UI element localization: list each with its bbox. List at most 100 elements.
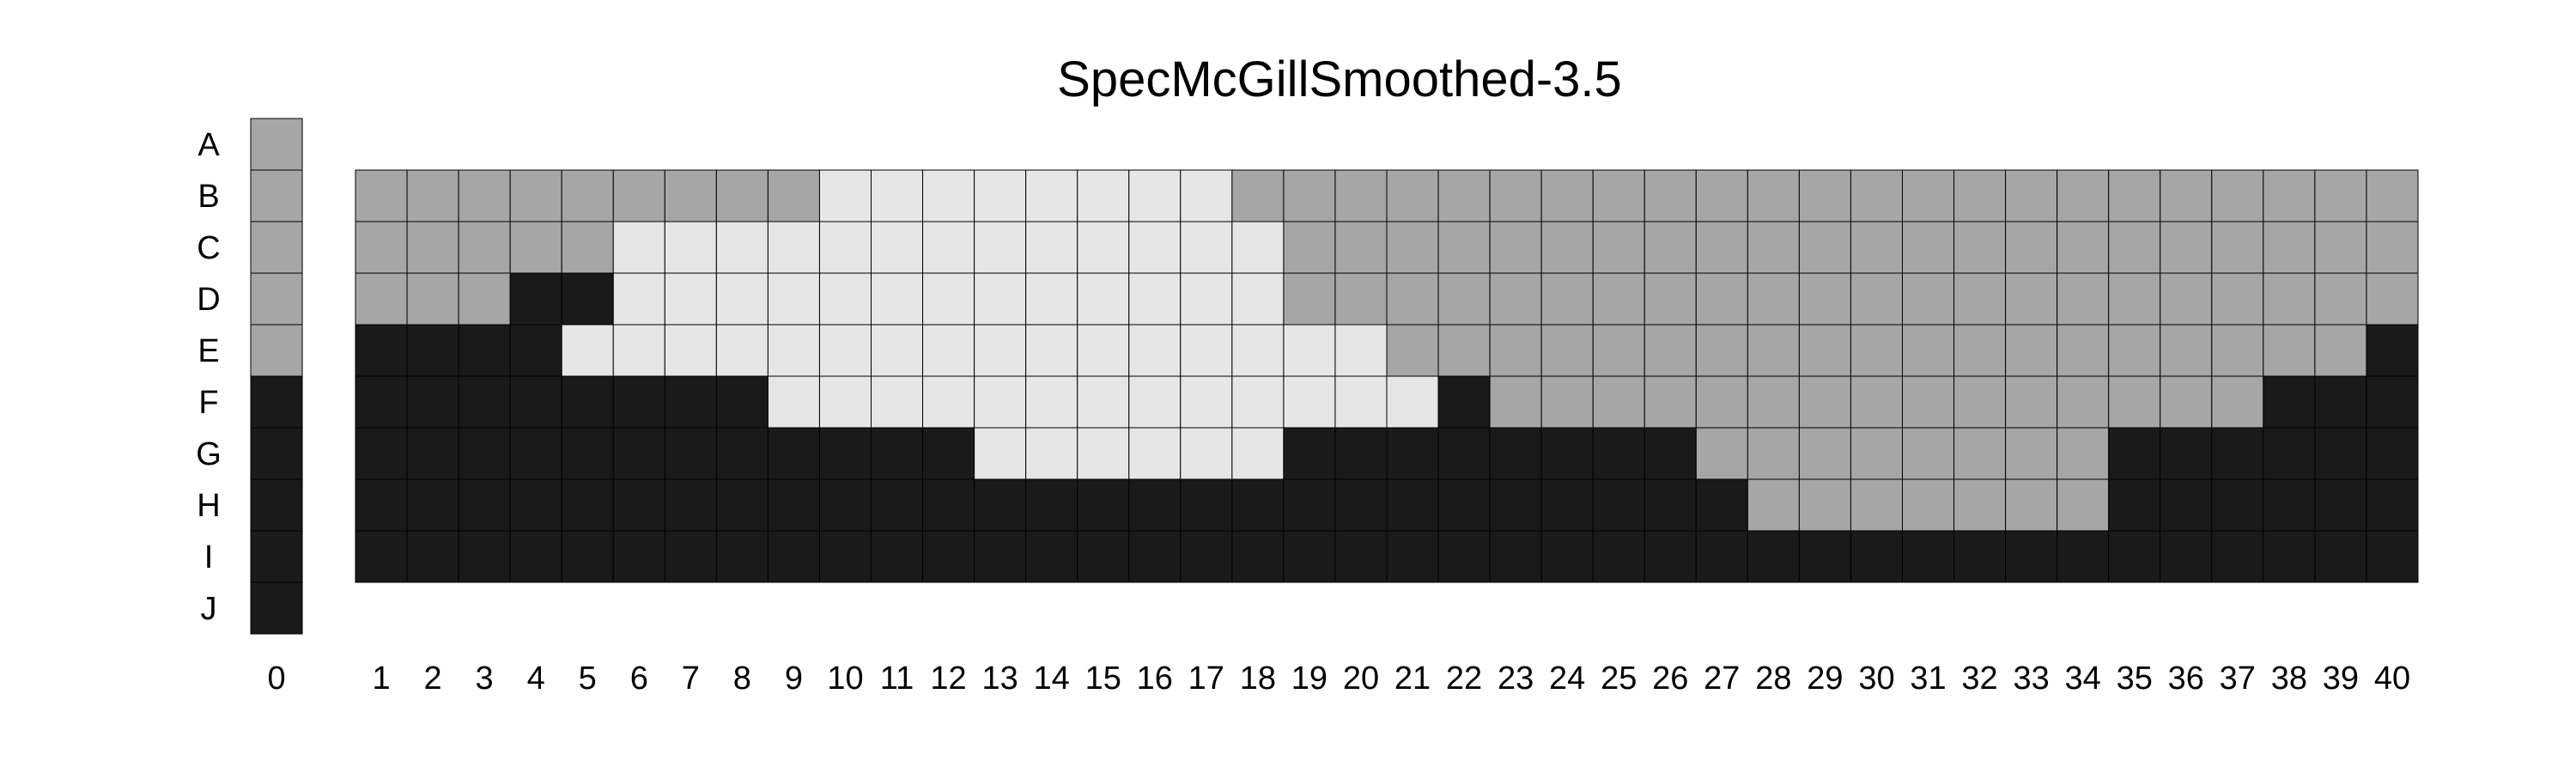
column-label-10: 10 (827, 660, 863, 697)
heatmap-cell-d-34 (2057, 272, 2110, 326)
heatmap-cell-b-30 (1850, 169, 1903, 222)
heatmap-cell-d-22 (1437, 272, 1491, 326)
heatmap-cell-f-37 (2211, 375, 2264, 429)
heatmap-cell-b-8 (715, 169, 769, 222)
heatmap-cell-g-39 (2314, 427, 2367, 480)
heatmap-cell-h-14 (1025, 478, 1078, 532)
heatmap-cell-e-23 (1489, 324, 1542, 377)
heatmap-cell-c-16 (1128, 221, 1182, 274)
heatmap-cell-b-24 (1540, 169, 1594, 222)
heatmap-cell-g-17 (1180, 427, 1233, 480)
column-label-27: 27 (1704, 660, 1740, 697)
heatmap-cell-f-20 (1334, 375, 1388, 429)
row-label-i: I (204, 539, 214, 575)
heatmap-cell-h-1 (355, 478, 408, 532)
heatmap-cell-f-15 (1077, 375, 1130, 429)
heatmap-cell-c-1 (355, 221, 408, 274)
heatmap-cell-g-36 (2160, 427, 2213, 480)
reference-cell-b (250, 169, 303, 222)
heatmap-cell-c-33 (2005, 221, 2058, 274)
heatmap-cell-g-25 (1592, 427, 1645, 480)
heatmap-cell-h-17 (1180, 478, 1233, 532)
heatmap-cell-d-25 (1592, 272, 1645, 326)
heatmap-cell-h-39 (2314, 478, 2367, 532)
heatmap-cell-g-14 (1025, 427, 1078, 480)
heatmap-cell-f-19 (1283, 375, 1336, 429)
column-label-3: 3 (476, 660, 494, 697)
heatmap-cell-e-24 (1540, 324, 1594, 377)
heatmap-cell-f-32 (1953, 375, 2007, 429)
column-label-4: 4 (527, 660, 545, 697)
heatmap-cell-c-30 (1850, 221, 1903, 274)
heatmap-cell-e-2 (406, 324, 459, 377)
heatmap-cell-d-20 (1334, 272, 1388, 326)
column-label-11: 11 (880, 660, 914, 697)
heatmap-cell-g-12 (922, 427, 975, 480)
heatmap-cell-e-35 (2108, 324, 2161, 377)
heatmap-cell-h-32 (1953, 478, 2007, 532)
heatmap-cell-g-18 (1231, 427, 1285, 480)
heatmap-cell-d-21 (1386, 272, 1439, 326)
heatmap-cell-c-4 (509, 221, 562, 274)
heatmap-cell-i-6 (612, 530, 665, 583)
heatmap-cell-c-2 (406, 221, 459, 274)
reference-cell-j (250, 581, 303, 635)
heatmap-cell-g-15 (1077, 427, 1130, 480)
heatmap-cell-b-32 (1953, 169, 2007, 222)
heatmap-cell-i-38 (2263, 530, 2316, 583)
column-label-20: 20 (1343, 660, 1379, 697)
heatmap-cell-e-7 (664, 324, 717, 377)
heatmap-cell-f-33 (2005, 375, 2058, 429)
heatmap-cell-e-39 (2314, 324, 2367, 377)
heatmap-cell-b-21 (1386, 169, 1439, 222)
reference-cell-h (250, 478, 303, 532)
reference-cell-d (250, 272, 303, 326)
heatmap-cell-f-16 (1128, 375, 1182, 429)
heatmap-cell-d-10 (818, 272, 872, 326)
reference-column (250, 118, 303, 635)
column-label-21: 21 (1394, 660, 1431, 697)
heatmap-cell-e-3 (458, 324, 511, 377)
heatmap-cell-d-37 (2211, 272, 2264, 326)
heatmap-cell-f-4 (509, 375, 562, 429)
heatmap-cell-b-2 (406, 169, 459, 222)
heatmap-cell-f-6 (612, 375, 665, 429)
heatmap-cell-f-23 (1489, 375, 1542, 429)
heatmap-cell-i-10 (818, 530, 872, 583)
heatmap-cell-g-16 (1128, 427, 1182, 480)
heatmap-cell-i-2 (406, 530, 459, 583)
column-label-18: 18 (1240, 660, 1276, 697)
heatmap-cell-b-14 (1025, 169, 1078, 222)
heatmap-cell-g-40 (2366, 427, 2419, 480)
heatmap-cell-h-22 (1437, 478, 1491, 532)
heatmap-cell-e-11 (871, 324, 924, 377)
heatmap-cell-b-36 (2160, 169, 2213, 222)
heatmap-cell-b-11 (871, 169, 924, 222)
heatmap-cell-b-12 (922, 169, 975, 222)
heatmap-cell-b-16 (1128, 169, 1182, 222)
heatmap-cell-c-8 (715, 221, 769, 274)
heatmap-cell-d-1 (355, 272, 408, 326)
heatmap-cell-e-12 (922, 324, 975, 377)
heatmap-cell-h-5 (561, 478, 614, 532)
heatmap-cell-i-31 (1902, 530, 1955, 583)
column-label-15: 15 (1085, 660, 1121, 697)
column-label-8: 8 (733, 660, 751, 697)
heatmap-cell-h-2 (406, 478, 459, 532)
heatmap-cell-f-22 (1437, 375, 1491, 429)
heatmap-cell-e-21 (1386, 324, 1439, 377)
column-label-17: 17 (1188, 660, 1224, 697)
heatmap-cell-f-26 (1643, 375, 1697, 429)
column-label-37: 37 (2220, 660, 2256, 697)
column-label-26: 26 (1652, 660, 1688, 697)
heatmap-cell-d-15 (1077, 272, 1130, 326)
heatmap-cell-b-22 (1437, 169, 1491, 222)
heatmap-cell-f-14 (1025, 375, 1078, 429)
heatmap-cell-i-11 (871, 530, 924, 583)
heatmap-cell-g-33 (2005, 427, 2058, 480)
heatmap-cell-b-37 (2211, 169, 2264, 222)
heatmap-cell-i-20 (1334, 530, 1388, 583)
heatmap-cell-h-38 (2263, 478, 2316, 532)
heatmap-cell-h-33 (2005, 478, 2058, 532)
heatmap-cell-f-9 (767, 375, 820, 429)
